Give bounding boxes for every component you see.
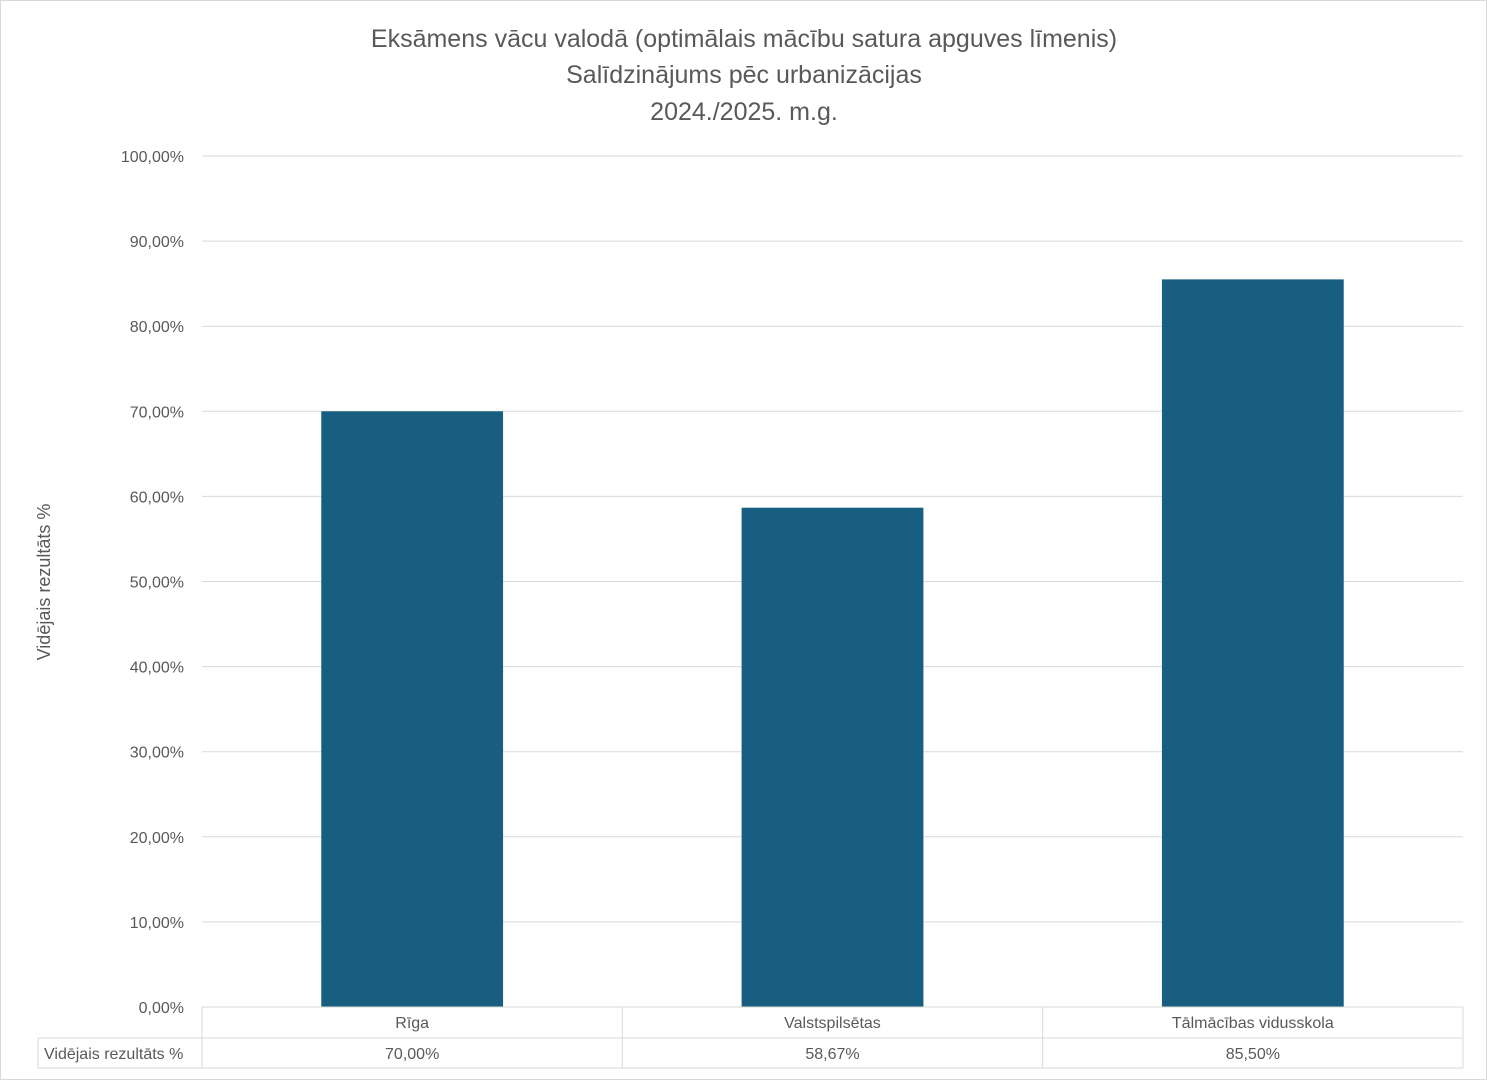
y-tick-label: 20,00% [130,830,184,847]
bar [321,411,504,1007]
y-tick-label: 10,00% [130,915,184,932]
data-table-value: 58,67% [805,1046,859,1063]
chart-title-line-1: Eksāmens vācu valodā (optimālais mācību … [371,25,1117,53]
y-tick-label: 60,00% [130,489,184,506]
y-tick-label: 30,00% [130,745,184,762]
y-tick-label: 50,00% [130,575,184,592]
chart-title-line-2: Salīdzinājums pēc urbanizācijas [566,61,922,89]
data-table-value: 70,00% [385,1046,439,1063]
y-axis-tick-labels: 0,00% 10,00% 20,00% 30,00% 40,00% 50,00% 60,00… [121,149,184,1017]
data-table-row-header: Vidējais rezultāts % [44,1046,183,1063]
y-tick-label: 100,00% [121,149,184,166]
bar [741,507,924,1007]
y-tick-label: 90,00% [130,234,184,251]
x-category-label: Tālmācības vidusskola [1172,1015,1334,1032]
chart-title: Eksāmens vācu valodā (optimālais mācību … [371,25,1117,126]
data-table: Vidējais rezultāts % Rīga 70,00% Valstspils… [37,1006,1464,1069]
y-tick-label: 80,00% [130,319,184,336]
y-tick-label: 40,00% [130,660,184,677]
y-tick-label: 70,00% [130,404,184,421]
bar [1161,279,1344,1007]
data-table-value: 85,50% [1226,1046,1280,1063]
chart-title-line-3: 2024./2025. m.g. [650,98,838,126]
x-category-label: Valstspilsētas [784,1015,881,1032]
bar-series [321,279,1344,1007]
x-category-label: Rīga [395,1015,429,1032]
y-tick-label: 0,00% [139,1000,184,1017]
y-axis-title: Vidējais rezultāts % [34,504,54,661]
